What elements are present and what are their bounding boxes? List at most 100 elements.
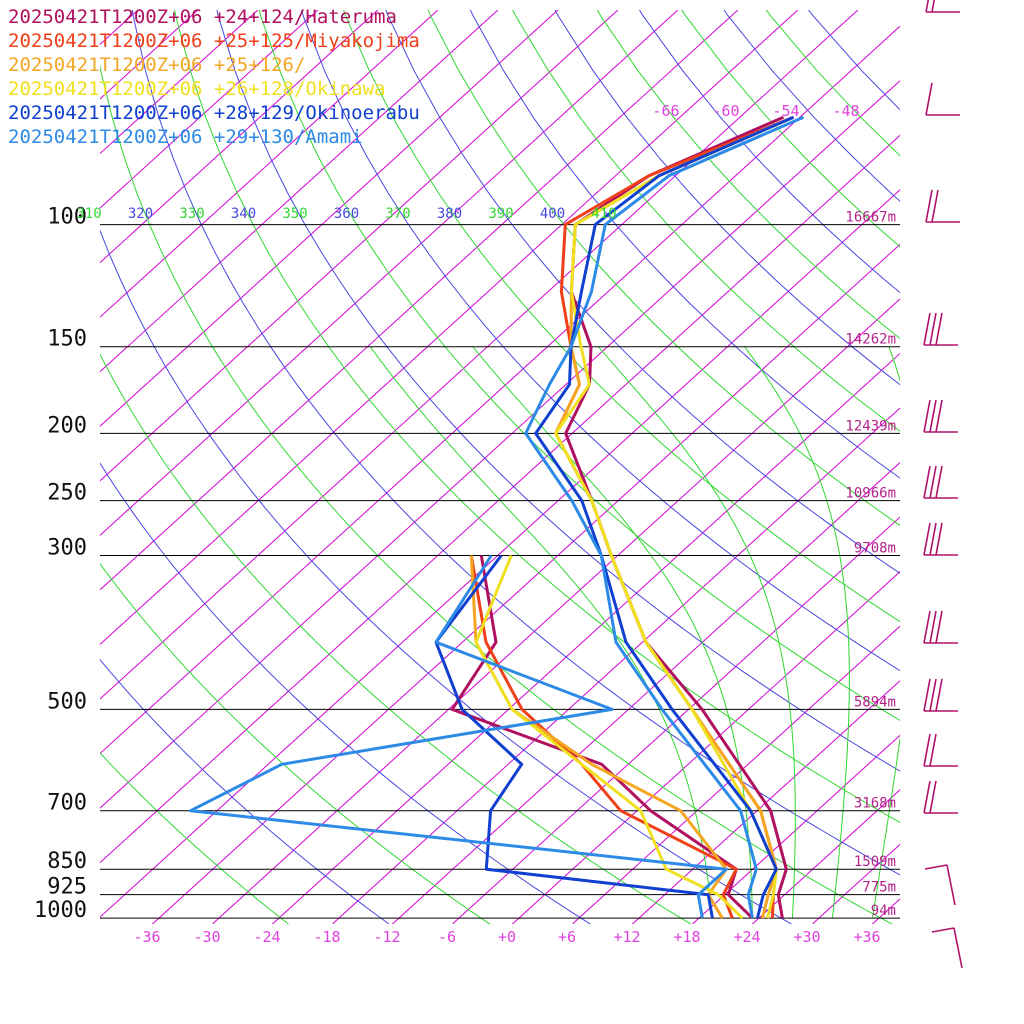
pressure-label: 500 <box>47 689 87 714</box>
height-label: 94m <box>871 903 896 919</box>
isotherm-line <box>100 10 499 373</box>
legend-entry: 20250421T1200Z+06 +28+129/Okinoerabu <box>8 102 420 124</box>
dry-adiabat-line <box>469 10 900 479</box>
chart-legend: 20250421T1200Z+06 +24+124/Hateruma202504… <box>8 6 420 148</box>
top-isotherm-label: -48 <box>832 102 859 120</box>
top-isotherm-label: -60 <box>712 102 739 120</box>
moist-adiabat-line <box>472 346 753 919</box>
height-label: 14262m <box>845 332 896 348</box>
dewpoint-profile-1 <box>469 555 738 919</box>
legend-entry: 20250421T1200Z+06 +26+128/Okinawa <box>8 78 386 100</box>
height-label: 775m <box>862 880 896 896</box>
dry-adiabat-line <box>100 658 390 924</box>
dry-adiabat-line <box>512 10 900 432</box>
dry-adiabat-line <box>100 462 592 924</box>
wind-barbs <box>923 0 963 969</box>
isotherm-line <box>812 843 900 924</box>
dry-adiabat-line <box>131 10 900 876</box>
dry-adiabat-line <box>343 10 900 623</box>
temperature-tick-label: +6 <box>558 928 576 946</box>
dry-adiabat-line <box>100 64 893 924</box>
top-isotherm-label: -66 <box>652 102 679 120</box>
temperature-tick-label: -36 <box>133 928 160 946</box>
dry-adiabat-line <box>638 10 900 294</box>
dry-adiabat-line <box>216 10 900 772</box>
isotherm-line <box>632 680 900 924</box>
wind-barb <box>924 864 956 906</box>
height-label: 9708m <box>854 541 896 557</box>
dry-adiabat-lines <box>100 10 900 924</box>
theta-label: 380 <box>437 206 462 222</box>
temperature-profile-4 <box>534 115 795 919</box>
theta-label: 370 <box>385 206 410 222</box>
pressure-label: 200 <box>47 413 87 438</box>
legend-entry: 20250421T1200Z+06 +25+125/Miyakojima <box>8 30 420 52</box>
legend-entry: 20250421T1200Z+06 +29+130/Amami <box>8 126 363 148</box>
isotherm-line <box>100 10 439 318</box>
moist-adiabat-lines <box>369 346 900 919</box>
theta-label: 330 <box>179 206 204 222</box>
wind-barb <box>923 780 958 814</box>
temperature-tick-label: +24 <box>733 928 760 946</box>
isotherm-line <box>100 10 679 536</box>
isotherm-line <box>212 298 900 924</box>
top-isotherm-label: -54 <box>772 102 799 120</box>
axis-labels: 100 16667m 150 14262m 200 12439m 250 10966m 300 9… <box>34 102 896 946</box>
pressure-label: 925 <box>47 875 87 900</box>
temperature-tick-label: -12 <box>373 928 400 946</box>
wind-barb <box>923 733 958 767</box>
legend-entry: 20250421T1200Z+06 +25+126/ <box>8 54 305 76</box>
dewpoint-profile-3 <box>474 554 744 920</box>
isotherm-line <box>392 461 900 924</box>
moist-adiabat-line <box>744 346 850 919</box>
dry-adiabat-line <box>300 10 900 672</box>
isotherm-line <box>100 10 619 482</box>
moist-adiabat-line <box>369 346 713 919</box>
isotherm-line <box>572 625 900 924</box>
temperature-tick-label: -24 <box>253 928 280 946</box>
theta-label: 390 <box>488 206 513 222</box>
theta-label: 320 <box>128 206 153 222</box>
isotherm-line <box>692 734 900 924</box>
theta-label: 410 <box>591 206 616 222</box>
temperature-tick-label: -6 <box>438 928 456 946</box>
moist-adiabat-line <box>871 346 900 919</box>
dewpoint-profile-0 <box>450 555 754 920</box>
dry-adiabat-line <box>100 562 491 924</box>
temperature-tick-label: +30 <box>793 928 820 946</box>
sounding-profiles <box>189 115 805 920</box>
pressure-label: 850 <box>47 849 87 874</box>
temperature-tick-label: +0 <box>498 928 516 946</box>
height-label: 16667m <box>845 210 896 226</box>
isotherm-line <box>100 10 559 427</box>
legend-entry: 20250421T1200Z+06 +24+124/Hateruma <box>8 6 397 28</box>
isotherm-line <box>992 10 1024 924</box>
isotherm-line <box>100 10 379 264</box>
isotherm-line <box>332 407 900 924</box>
moist-adiabat-line <box>597 346 796 919</box>
wind-barb <box>931 927 963 969</box>
height-label: 3168m <box>854 796 896 812</box>
isotherm-line <box>512 571 900 924</box>
dry-adiabat-line <box>258 10 900 722</box>
isotherm-line <box>932 10 1024 924</box>
theta-label: 340 <box>231 206 256 222</box>
height-label: 5894m <box>854 694 896 710</box>
pressure-label: 700 <box>47 791 87 816</box>
dry-adiabat-line <box>174 10 900 824</box>
height-label: 10966m <box>845 486 896 502</box>
wind-barb <box>923 465 958 499</box>
isotherm-line <box>100 10 739 591</box>
isotherm-line <box>100 134 900 864</box>
pressure-label: 250 <box>47 481 87 506</box>
dewpoint-profile-4 <box>434 554 714 919</box>
height-label: 1509m <box>854 854 896 870</box>
wind-barb <box>923 399 958 433</box>
wind-barb <box>925 0 960 13</box>
temperature-tick-label: +36 <box>853 928 880 946</box>
temperature-tick-label: +12 <box>613 928 640 946</box>
isotherm-line <box>100 25 900 755</box>
pressure-label: 1000 <box>34 898 87 923</box>
isotherm-line <box>100 10 799 646</box>
